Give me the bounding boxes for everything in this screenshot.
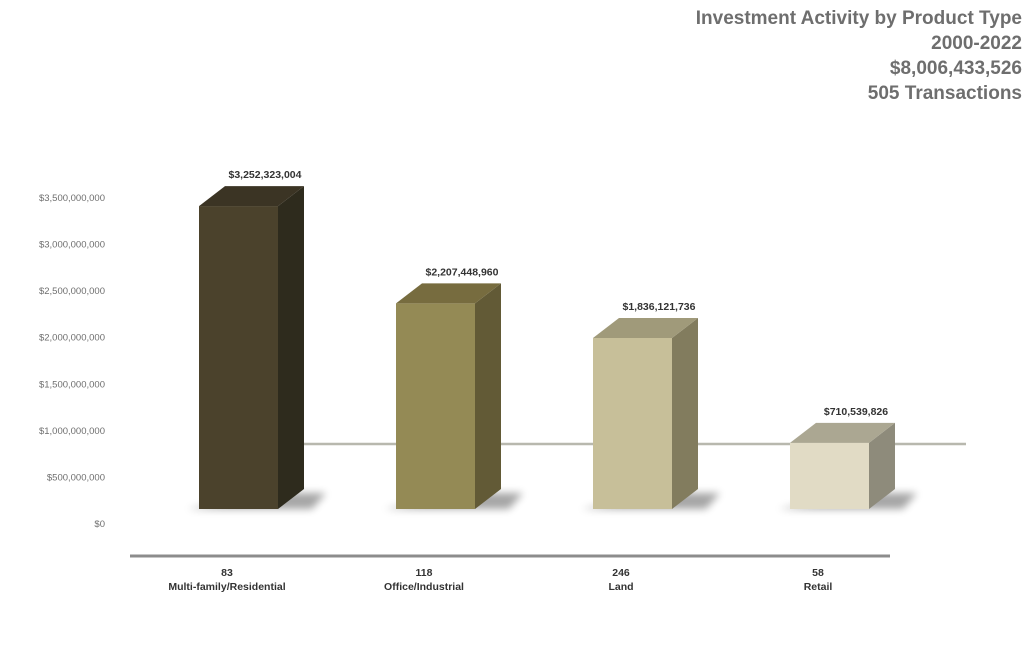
chart-total-value: $8,006,433,526 <box>889 58 1022 79</box>
y-tick-label: $1,000,000,000 <box>39 426 105 437</box>
category-transactions-label: 83 <box>221 567 233 579</box>
bar-value-label: $710,539,826 <box>824 406 888 418</box>
y-tick-label: $3,000,000,000 <box>39 240 105 251</box>
y-tick-label: $3,500,000,000 <box>39 193 105 204</box>
category-transactions-label: 246 <box>612 567 630 579</box>
category-transactions-label: 58 <box>812 567 824 579</box>
bar-value-label: $1,836,121,736 <box>623 301 696 313</box>
bar-top <box>790 422 895 443</box>
bar-value-label: $3,252,323,004 <box>229 169 302 181</box>
chart-title-block: Investment Activity by Product Type 2000… <box>696 6 1022 106</box>
bar <box>187 186 326 509</box>
category-label: Retail <box>804 581 833 593</box>
y-tick-label: $2,500,000,000 <box>39 286 105 297</box>
bar-top <box>593 317 698 338</box>
bar <box>384 283 523 509</box>
bar <box>581 317 720 509</box>
chart-title: Investment Activity by Product Type <box>695 8 1022 29</box>
bar-side <box>278 186 304 509</box>
bar-value-label: $2,207,448,960 <box>426 266 499 278</box>
bar-top <box>199 186 304 207</box>
bar-front <box>790 442 869 509</box>
y-tick-label: $0 <box>94 519 105 530</box>
bar-top <box>396 283 501 304</box>
axis-layer: $0 $500,000,000 $1,000,000,000 $1,500,000,0… <box>39 193 890 558</box>
category-label: Office/Industrial <box>384 581 464 593</box>
chart-total-transactions: 505 Transactions <box>867 83 1022 104</box>
y-tick-label: $500,000,000 <box>47 472 105 483</box>
labels-layer: $3,252,323,004 83 Multi-family/Residential… <box>168 169 888 593</box>
bars-layer <box>187 186 917 509</box>
chart-period: 2000-2022 <box>931 33 1022 54</box>
y-tick-label: $1,500,000,000 <box>39 379 105 390</box>
bar-side <box>475 283 501 509</box>
category-label: Land <box>608 581 633 593</box>
y-tick-label: $2,000,000,000 <box>39 333 105 344</box>
bar <box>778 422 917 509</box>
bar-front <box>593 337 672 509</box>
category-transactions-label: 118 <box>416 567 433 579</box>
bar-side <box>869 422 895 509</box>
bar-front <box>396 303 475 509</box>
bar-side <box>672 317 698 509</box>
bar-front <box>199 206 278 509</box>
category-label: Multi-family/Residential <box>168 581 285 593</box>
